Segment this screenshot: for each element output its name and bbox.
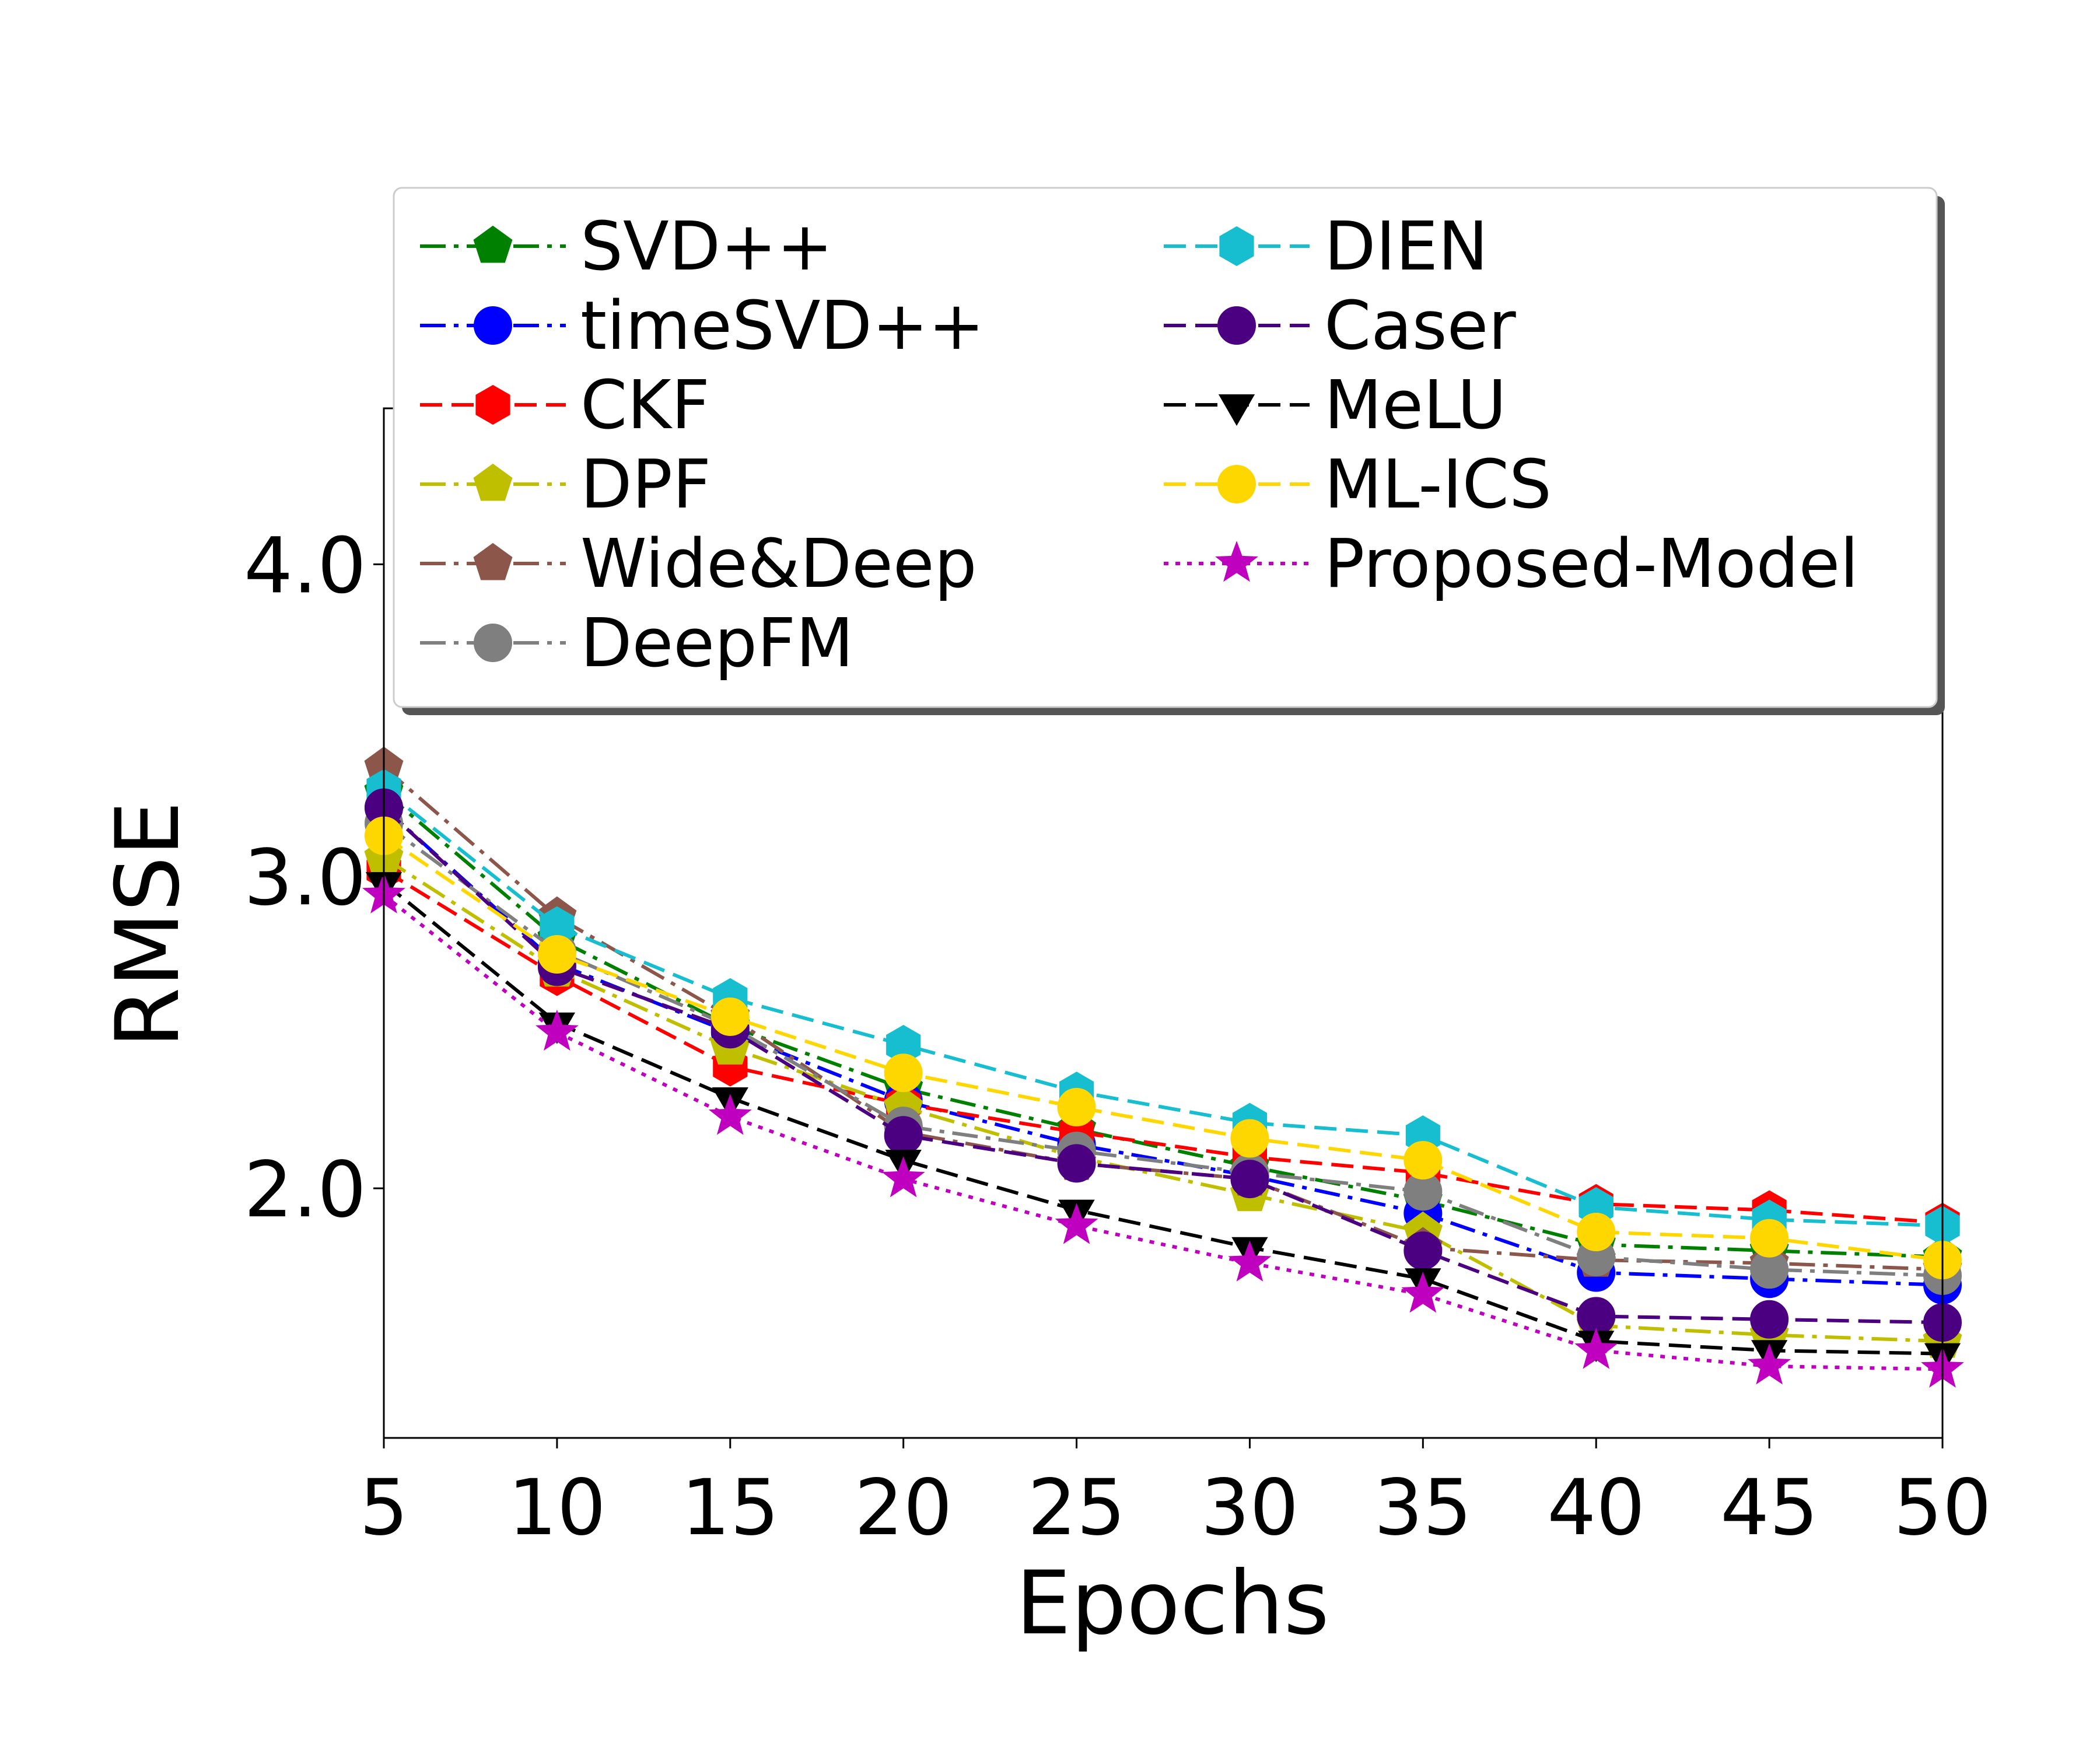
data-point xyxy=(1404,1231,1443,1270)
legend-label: DeepFM xyxy=(580,604,853,682)
data-point xyxy=(1057,1144,1096,1183)
series-line xyxy=(383,881,1943,1356)
legend-marker xyxy=(473,542,513,580)
series-line xyxy=(383,788,1943,1228)
y-tick-label: 2.0 xyxy=(244,1145,366,1235)
legend-label: DIEN xyxy=(1324,208,1488,286)
x-tick-label: 25 xyxy=(1028,1463,1126,1553)
legend-marker xyxy=(473,463,513,501)
data-point xyxy=(884,1116,923,1155)
x-tick-label: 30 xyxy=(1200,1463,1298,1553)
legend-item: CKF xyxy=(420,366,710,444)
legend-item: MeLU xyxy=(1164,366,1507,444)
legend-marker xyxy=(1215,541,1258,582)
legend-label: DPF xyxy=(580,446,711,524)
legend-label: Wide&Deep xyxy=(580,525,977,603)
axes-layer: 5 10 15 20 25 30 35 40 45 50 2.0 3.0 4.0 xyxy=(244,407,1992,1553)
legend-label: timeSVD++ xyxy=(580,287,985,365)
legend-label: SVD++ xyxy=(580,208,833,286)
data-point xyxy=(1748,1343,1791,1385)
x-tick-label: 45 xyxy=(1720,1463,1818,1553)
y-tick-label: 3.0 xyxy=(244,833,366,923)
data-point xyxy=(1574,1328,1618,1369)
series-line xyxy=(383,869,1943,1224)
series-line xyxy=(383,834,1943,1262)
x-tick-label: 35 xyxy=(1374,1463,1472,1553)
data-point xyxy=(1401,1272,1445,1313)
legend-item: timeSVD++ xyxy=(420,287,985,365)
x-tick-label: 15 xyxy=(681,1463,779,1553)
data-point xyxy=(708,1094,752,1135)
series-line xyxy=(383,790,1943,1259)
legend-item: Caser xyxy=(1164,287,1516,365)
y-tick-label: 4.0 xyxy=(244,521,366,611)
series-line xyxy=(383,856,1943,1343)
data-point xyxy=(537,935,576,974)
legend-label: MeLU xyxy=(1324,366,1507,444)
data-point xyxy=(1230,1160,1269,1199)
data-point xyxy=(535,1009,579,1051)
legend-marker xyxy=(1217,465,1256,503)
x-tick-label: 5 xyxy=(359,1463,408,1553)
legend-item: SVD++ xyxy=(420,208,833,286)
data-point xyxy=(1228,1240,1272,1282)
legend-item: DPF xyxy=(420,446,711,524)
legend-marker xyxy=(1217,306,1256,345)
legend-item: Wide&Deep xyxy=(420,525,977,603)
legend-marker xyxy=(475,384,510,425)
series-line xyxy=(382,806,1943,1287)
legend-label: Caser xyxy=(1324,287,1516,365)
legend-item: ML-ICS xyxy=(1164,446,1552,524)
x-tick-label: 50 xyxy=(1894,1463,1992,1553)
legend-box xyxy=(393,187,1938,708)
x-tick-label: 40 xyxy=(1547,1463,1645,1553)
data-point xyxy=(884,1054,923,1093)
x-axis-title: Epochs xyxy=(1016,1553,1329,1654)
legend-item: DIEN xyxy=(1164,208,1488,286)
x-tick-label: 10 xyxy=(508,1463,606,1553)
data-point xyxy=(1404,1140,1443,1180)
legend-item: DeepFM xyxy=(420,604,853,682)
data-point xyxy=(710,997,750,1036)
legend-marker xyxy=(474,306,512,345)
data-point xyxy=(1055,1203,1098,1244)
legend-marker xyxy=(1219,226,1254,267)
series-line xyxy=(382,806,1943,1325)
data-point xyxy=(1750,1300,1789,1339)
data-point xyxy=(1057,1088,1096,1127)
legend-label: ML-ICS xyxy=(1324,446,1552,524)
legend-label: CKF xyxy=(580,366,710,444)
y-axis-title: RMSE xyxy=(97,801,199,1048)
data-point xyxy=(881,1156,925,1198)
legend-marker xyxy=(473,225,513,263)
x-tick-label: 20 xyxy=(855,1463,953,1553)
legend-label: Proposed-Model xyxy=(1324,525,1859,603)
data-point xyxy=(1230,1119,1269,1158)
legend-marker xyxy=(474,624,512,662)
data-point xyxy=(1750,1219,1789,1258)
legend-item: Proposed-Model xyxy=(1164,525,1859,603)
series-line xyxy=(383,894,1943,1371)
legend-marker xyxy=(1218,394,1255,426)
data-point xyxy=(1577,1213,1616,1251)
